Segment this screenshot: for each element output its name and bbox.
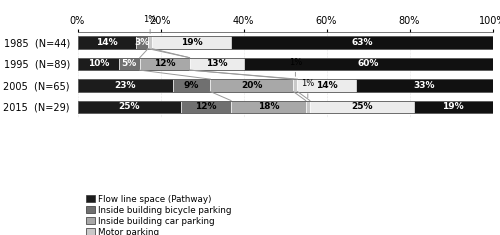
Bar [306,101,310,113]
Bar [78,36,492,49]
Bar [119,58,140,70]
Text: 63%: 63% [351,38,372,47]
Text: 1%: 1% [301,79,314,98]
Text: 25%: 25% [351,102,372,111]
Bar [78,58,119,70]
Text: 20%: 20% [241,81,262,90]
Text: 3%: 3% [134,38,150,47]
Text: 10%: 10% [88,59,109,68]
Bar [78,101,181,113]
Bar [231,36,492,49]
Text: 25%: 25% [118,102,140,111]
Text: 23%: 23% [114,81,136,90]
Bar [78,79,492,92]
Text: 12%: 12% [196,102,217,111]
Text: 19%: 19% [181,38,203,47]
Bar [136,36,148,49]
Bar [181,101,231,113]
Bar [78,79,173,92]
Text: 19%: 19% [442,102,464,111]
Bar [414,101,492,113]
Bar [78,101,492,113]
Bar [356,79,492,92]
Bar [78,36,136,49]
Text: 9%: 9% [184,81,200,90]
Bar [244,58,492,70]
Legend: Flow line space (Pathway), Inside building bicycle parking, Inside building car : Flow line space (Pathway), Inside buildi… [86,195,408,235]
Text: 13%: 13% [206,59,228,68]
Bar [231,101,306,113]
Text: 1%: 1% [289,58,302,76]
Text: 5%: 5% [122,59,137,68]
Text: 14%: 14% [316,81,338,90]
Bar [294,79,298,92]
Text: 60%: 60% [358,59,378,68]
Bar [173,79,210,92]
Text: 14%: 14% [96,38,118,47]
Bar [190,58,244,70]
Bar [310,101,414,113]
Text: 18%: 18% [258,102,279,111]
Bar [152,36,231,49]
Bar [210,79,294,92]
Text: 33%: 33% [414,81,435,90]
Text: 12%: 12% [154,59,176,68]
Bar [298,79,356,92]
Bar [148,36,152,49]
Bar [140,58,190,70]
Bar [78,58,492,70]
Text: 1%: 1% [144,15,157,33]
